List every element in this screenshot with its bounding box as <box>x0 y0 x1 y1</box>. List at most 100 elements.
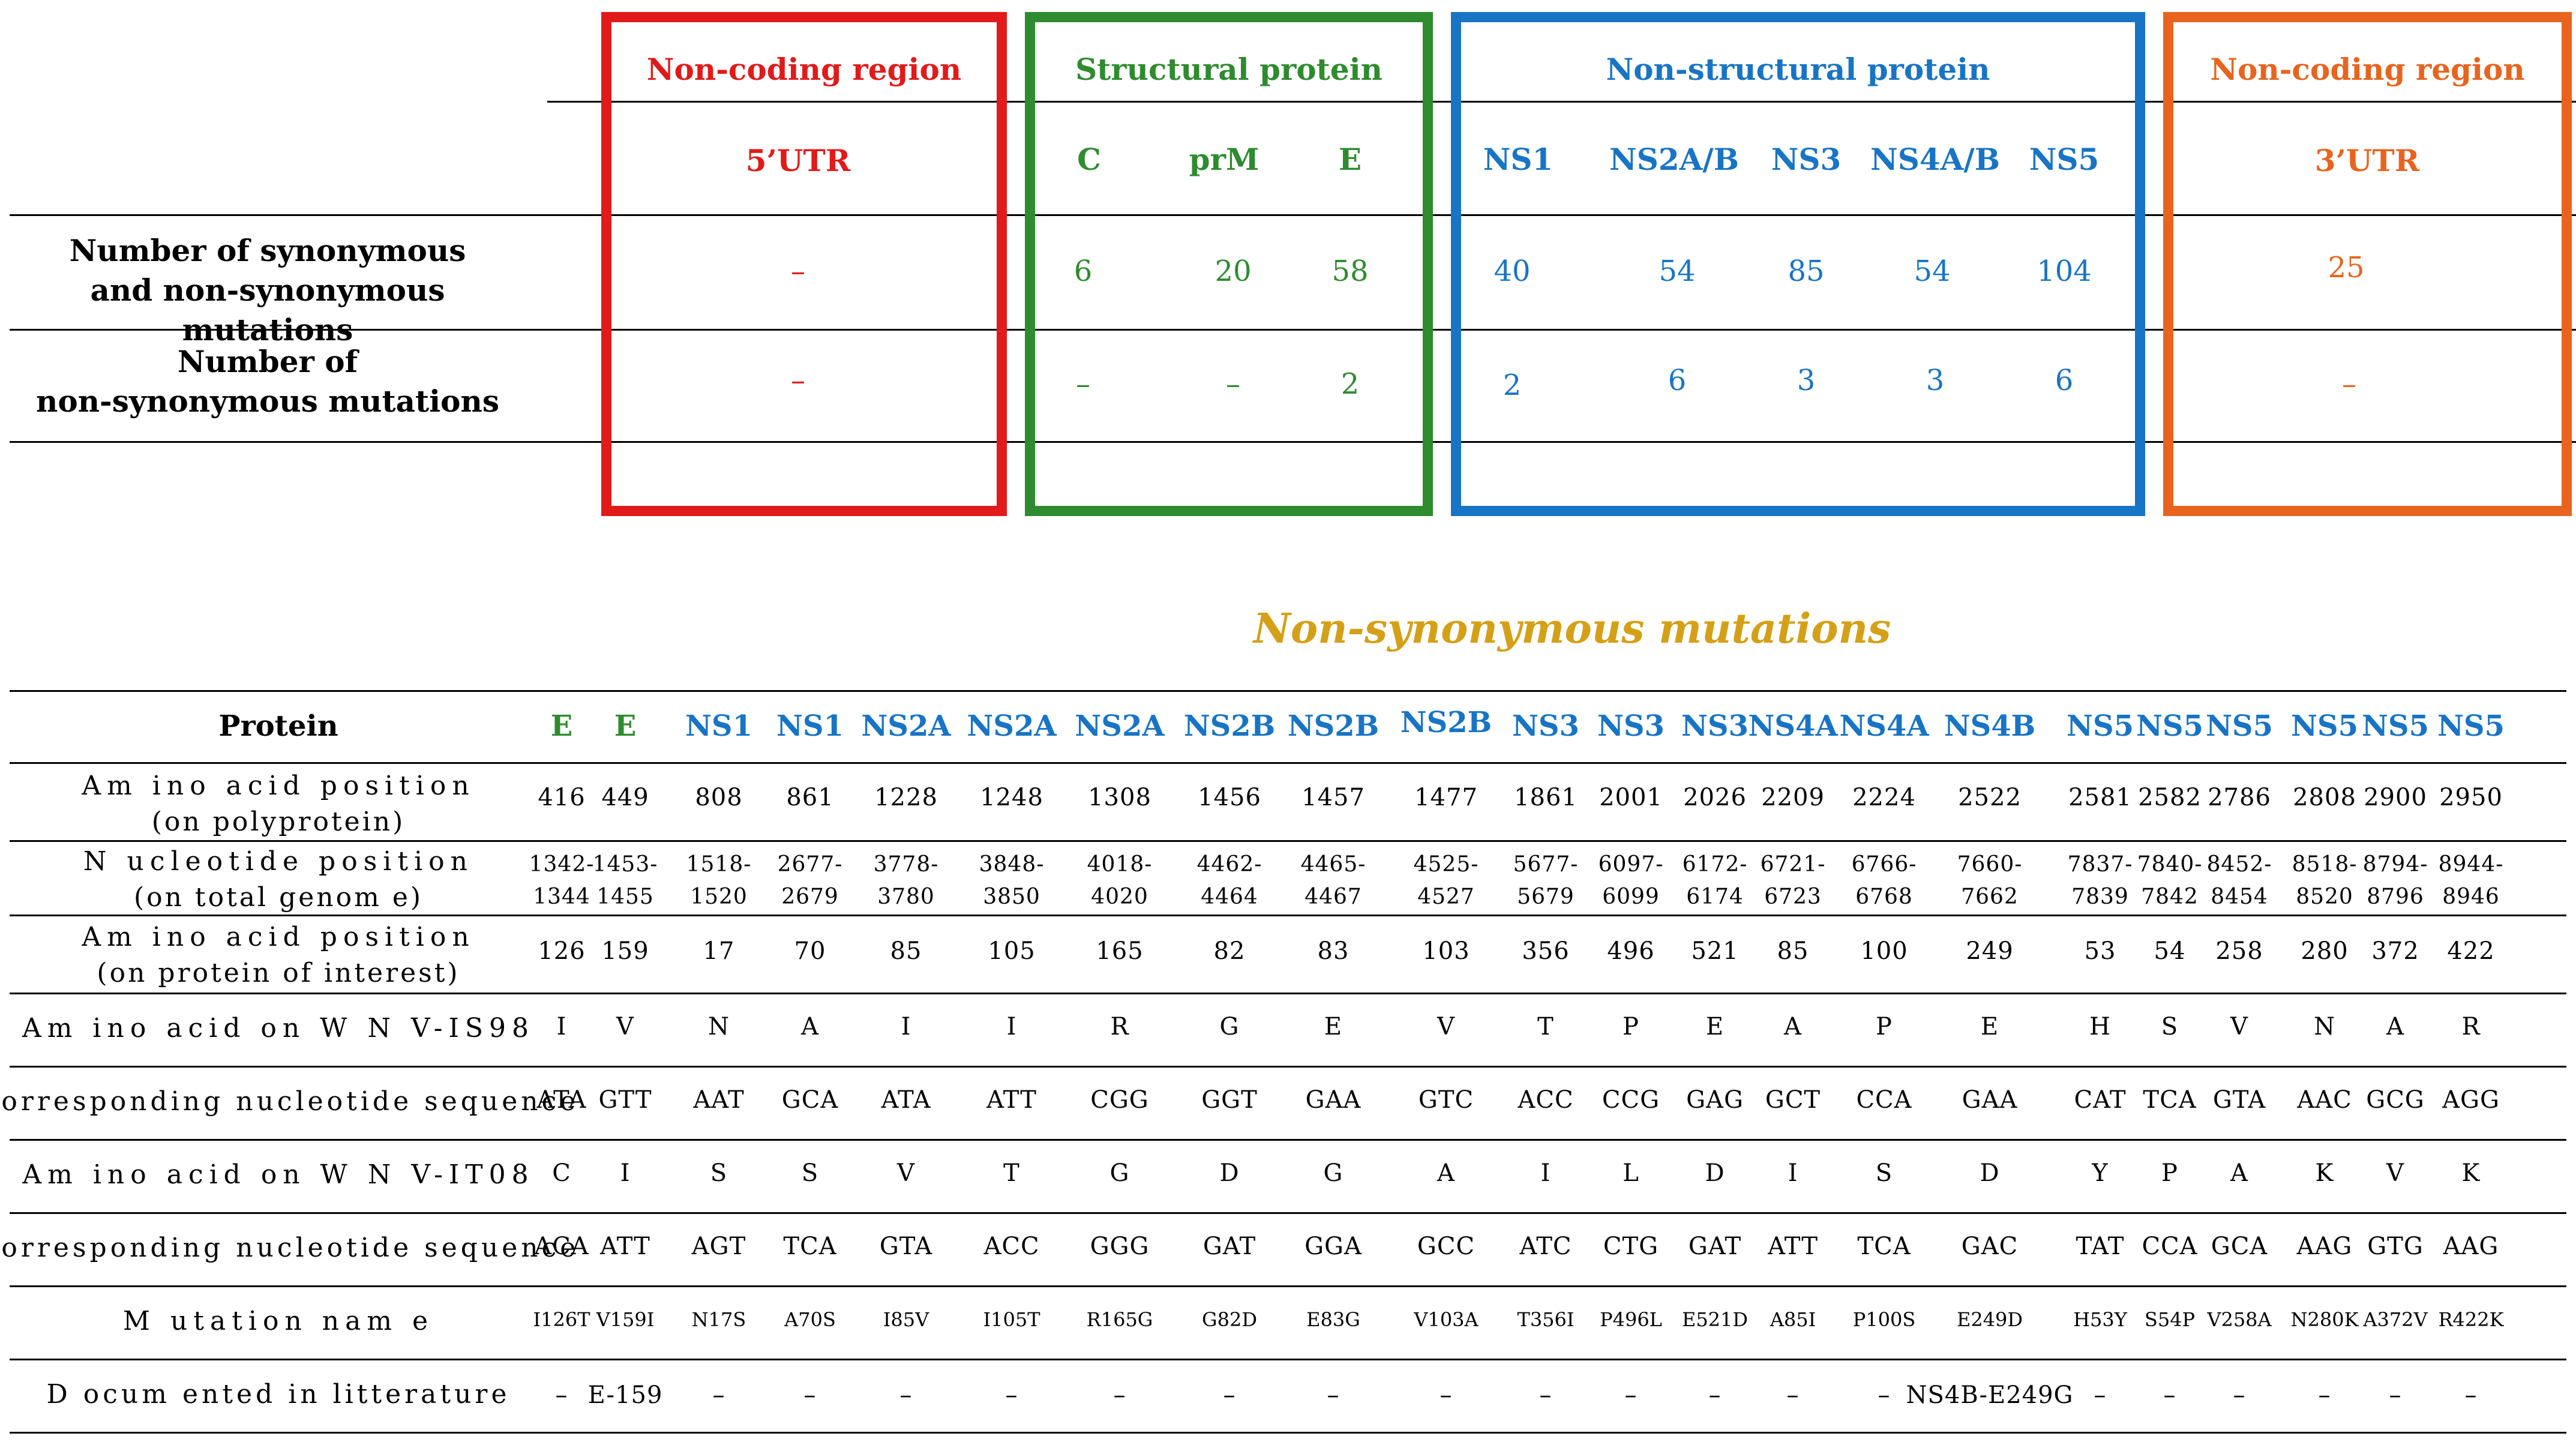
nt-it08-cell: ATC <box>1519 1233 1572 1260</box>
nt-position-cell-start: 7837- <box>2067 852 2133 877</box>
nt-it08-cell: CCA <box>2142 1233 2198 1260</box>
row-label-aa-it08: Am ino acid on W N V-IT08 <box>22 1159 535 1190</box>
nt-position-cell: 1342- 1344 <box>529 849 595 913</box>
nt-it08-cell: ACA <box>534 1233 589 1260</box>
aa-polyprotein-cell: 1861 <box>1514 784 1578 811</box>
mutation-name-cell: P496L <box>1600 1308 1662 1331</box>
aa-protein-cell: 249 <box>1966 937 2014 965</box>
nt-is98-cell: AGG <box>2442 1086 2500 1114</box>
mutation-name-cell: E521D <box>1681 1308 1749 1331</box>
nt-it08-cell: GCC <box>1417 1233 1476 1260</box>
documented-cell: – <box>2464 1381 2478 1409</box>
nt-is98-cell: AAC <box>2297 1086 2352 1114</box>
aa-protein-cell: 372 <box>2371 937 2419 965</box>
nt-is98-cell: ATT <box>986 1086 1037 1114</box>
table-rule <box>10 1432 2566 1434</box>
row-label-aa-protein-line2: (on protein of interest) <box>97 958 460 988</box>
column-header-ns5: NS5 <box>2029 142 2100 177</box>
aa-it08-cell: C <box>552 1159 571 1187</box>
total-mutations-ns3: 85 <box>1788 254 1825 288</box>
nt-position-cell-end: 5679 <box>1517 885 1575 909</box>
aa-polyprotein-cell: 1456 <box>1198 784 1261 811</box>
summary-rule-top <box>547 101 2576 103</box>
aa-is98-cell: P <box>1876 1013 1893 1041</box>
nt-position-cell: 6097- 6099 <box>1599 849 1664 913</box>
aa-it08-cell: P <box>2161 1159 2178 1187</box>
nt-position-cell: 2677- 2679 <box>778 849 843 913</box>
documented-cell: – <box>712 1381 725 1409</box>
nt-it08-cell: GCA <box>2211 1233 2268 1260</box>
mutation-name-cell: V258A <box>2207 1308 2272 1331</box>
mutation-name-cell: A372V <box>2363 1308 2428 1331</box>
mutation-name-cell: V159I <box>596 1308 655 1331</box>
nt-is98-cell: GTC <box>1418 1086 1474 1114</box>
total-mutations-5utr: – <box>791 254 805 288</box>
nt-is98-cell: CCG <box>1602 1086 1660 1114</box>
nonsyn-mutations-ns2ab: 6 <box>1668 364 1687 397</box>
row-label-aa-is98: Am ino acid on W N V-IS98 <box>22 1013 535 1044</box>
protein-cell: NS5 <box>2206 709 2273 743</box>
nonsyn-mutations-ns3: 3 <box>1797 364 1816 397</box>
nt-position-cell-start: 3848- <box>979 852 1045 877</box>
mutation-name-cell: G82D <box>1202 1308 1257 1331</box>
total-mutations-c: 6 <box>1073 254 1093 288</box>
aa-it08-cell: I <box>1788 1159 1798 1187</box>
nt-position-cell: 3778- 3780 <box>874 849 939 913</box>
mutation-name-cell: T356I <box>1517 1308 1575 1331</box>
row-label-mutation-name: M utation nam e <box>122 1306 434 1336</box>
row-label-aa-polyprotein-line1: Am ino acid position <box>82 771 475 801</box>
nt-position-cell: 3848- 3850 <box>979 849 1045 913</box>
summary-rule-row1 <box>10 329 2576 331</box>
protein-cell: NS2B <box>1183 709 1276 743</box>
aa-polyprotein-cell: 1308 <box>1088 784 1151 811</box>
nonsyn-mutations-c: – <box>1076 367 1090 401</box>
protein-cell: NS2B <box>1400 706 1492 739</box>
nonsyn-mutations-e: 2 <box>1341 367 1360 401</box>
column-header-ns3: NS3 <box>1771 142 1842 177</box>
nt-it08-cell: TCA <box>1857 1233 1911 1260</box>
aa-protein-cell: 105 <box>988 937 1036 965</box>
nt-position-cell-start: 1342- <box>529 852 595 877</box>
nt-position-cell: 4462- 4464 <box>1197 849 1262 913</box>
mutation-name-cell: I126T <box>533 1308 590 1331</box>
summary-rule-header <box>10 214 2576 216</box>
nonsyn-mutations-ns4ab: 3 <box>1926 364 1945 397</box>
nt-position-cell-end: 4527 <box>1417 885 1475 909</box>
aa-polyprotein-cell: 416 <box>538 784 586 811</box>
aa-it08-cell: A <box>1437 1159 1455 1187</box>
nt-position-cell-end: 3780 <box>877 885 935 909</box>
protein-cell: E <box>550 709 573 743</box>
protein-cell: NS5 <box>2362 709 2429 743</box>
protein-cell: NS1 <box>685 709 752 743</box>
total-mutations-prm: 20 <box>1214 254 1252 288</box>
documented-cell: NS4B-E249G <box>1906 1381 2074 1409</box>
documented-cell: – <box>2233 1381 2246 1409</box>
aa-polyprotein-cell: 2522 <box>1958 784 2022 811</box>
table-rule <box>10 1139 2566 1141</box>
summary-rule-row2 <box>10 441 2576 443</box>
documented-cell: – <box>1005 1381 1018 1409</box>
nt-position-cell-start: 2677- <box>777 852 843 877</box>
aa-is98-cell: G <box>1219 1013 1240 1041</box>
table-rule <box>10 1359 2566 1360</box>
mutation-name-cell: A85I <box>1770 1308 1816 1331</box>
row-label-nt-genome-line2: (on total genom e) <box>133 882 424 913</box>
row-label-protein: Protein <box>218 709 338 743</box>
mutation-name-cell: S54P <box>2144 1308 2196 1331</box>
protein-cell: NS4B <box>1944 709 2036 743</box>
aa-it08-cell: V <box>897 1159 915 1187</box>
aa-it08-cell: T <box>1003 1159 1020 1187</box>
nt-position-cell-end: 6099 <box>1602 885 1660 909</box>
aa-is98-cell: H <box>2089 1013 2111 1041</box>
aa-is98-cell: N <box>708 1013 730 1041</box>
aa-is98-cell: E <box>1980 1013 1999 1041</box>
nt-position-cell-end: 6768 <box>1855 885 1913 909</box>
total-mutations-ns1: 40 <box>1494 254 1531 288</box>
documented-cell: – <box>555 1381 568 1409</box>
region-title-structural: Structural protein <box>1075 52 1383 87</box>
protein-cell: NS5 <box>2291 709 2358 743</box>
mutation-name-cell: I105T <box>983 1308 1040 1331</box>
nt-it08-cell: TCA <box>783 1233 837 1260</box>
column-header-ns1: NS1 <box>1483 142 1554 177</box>
nt-position-cell-end: 6174 <box>1686 885 1744 909</box>
